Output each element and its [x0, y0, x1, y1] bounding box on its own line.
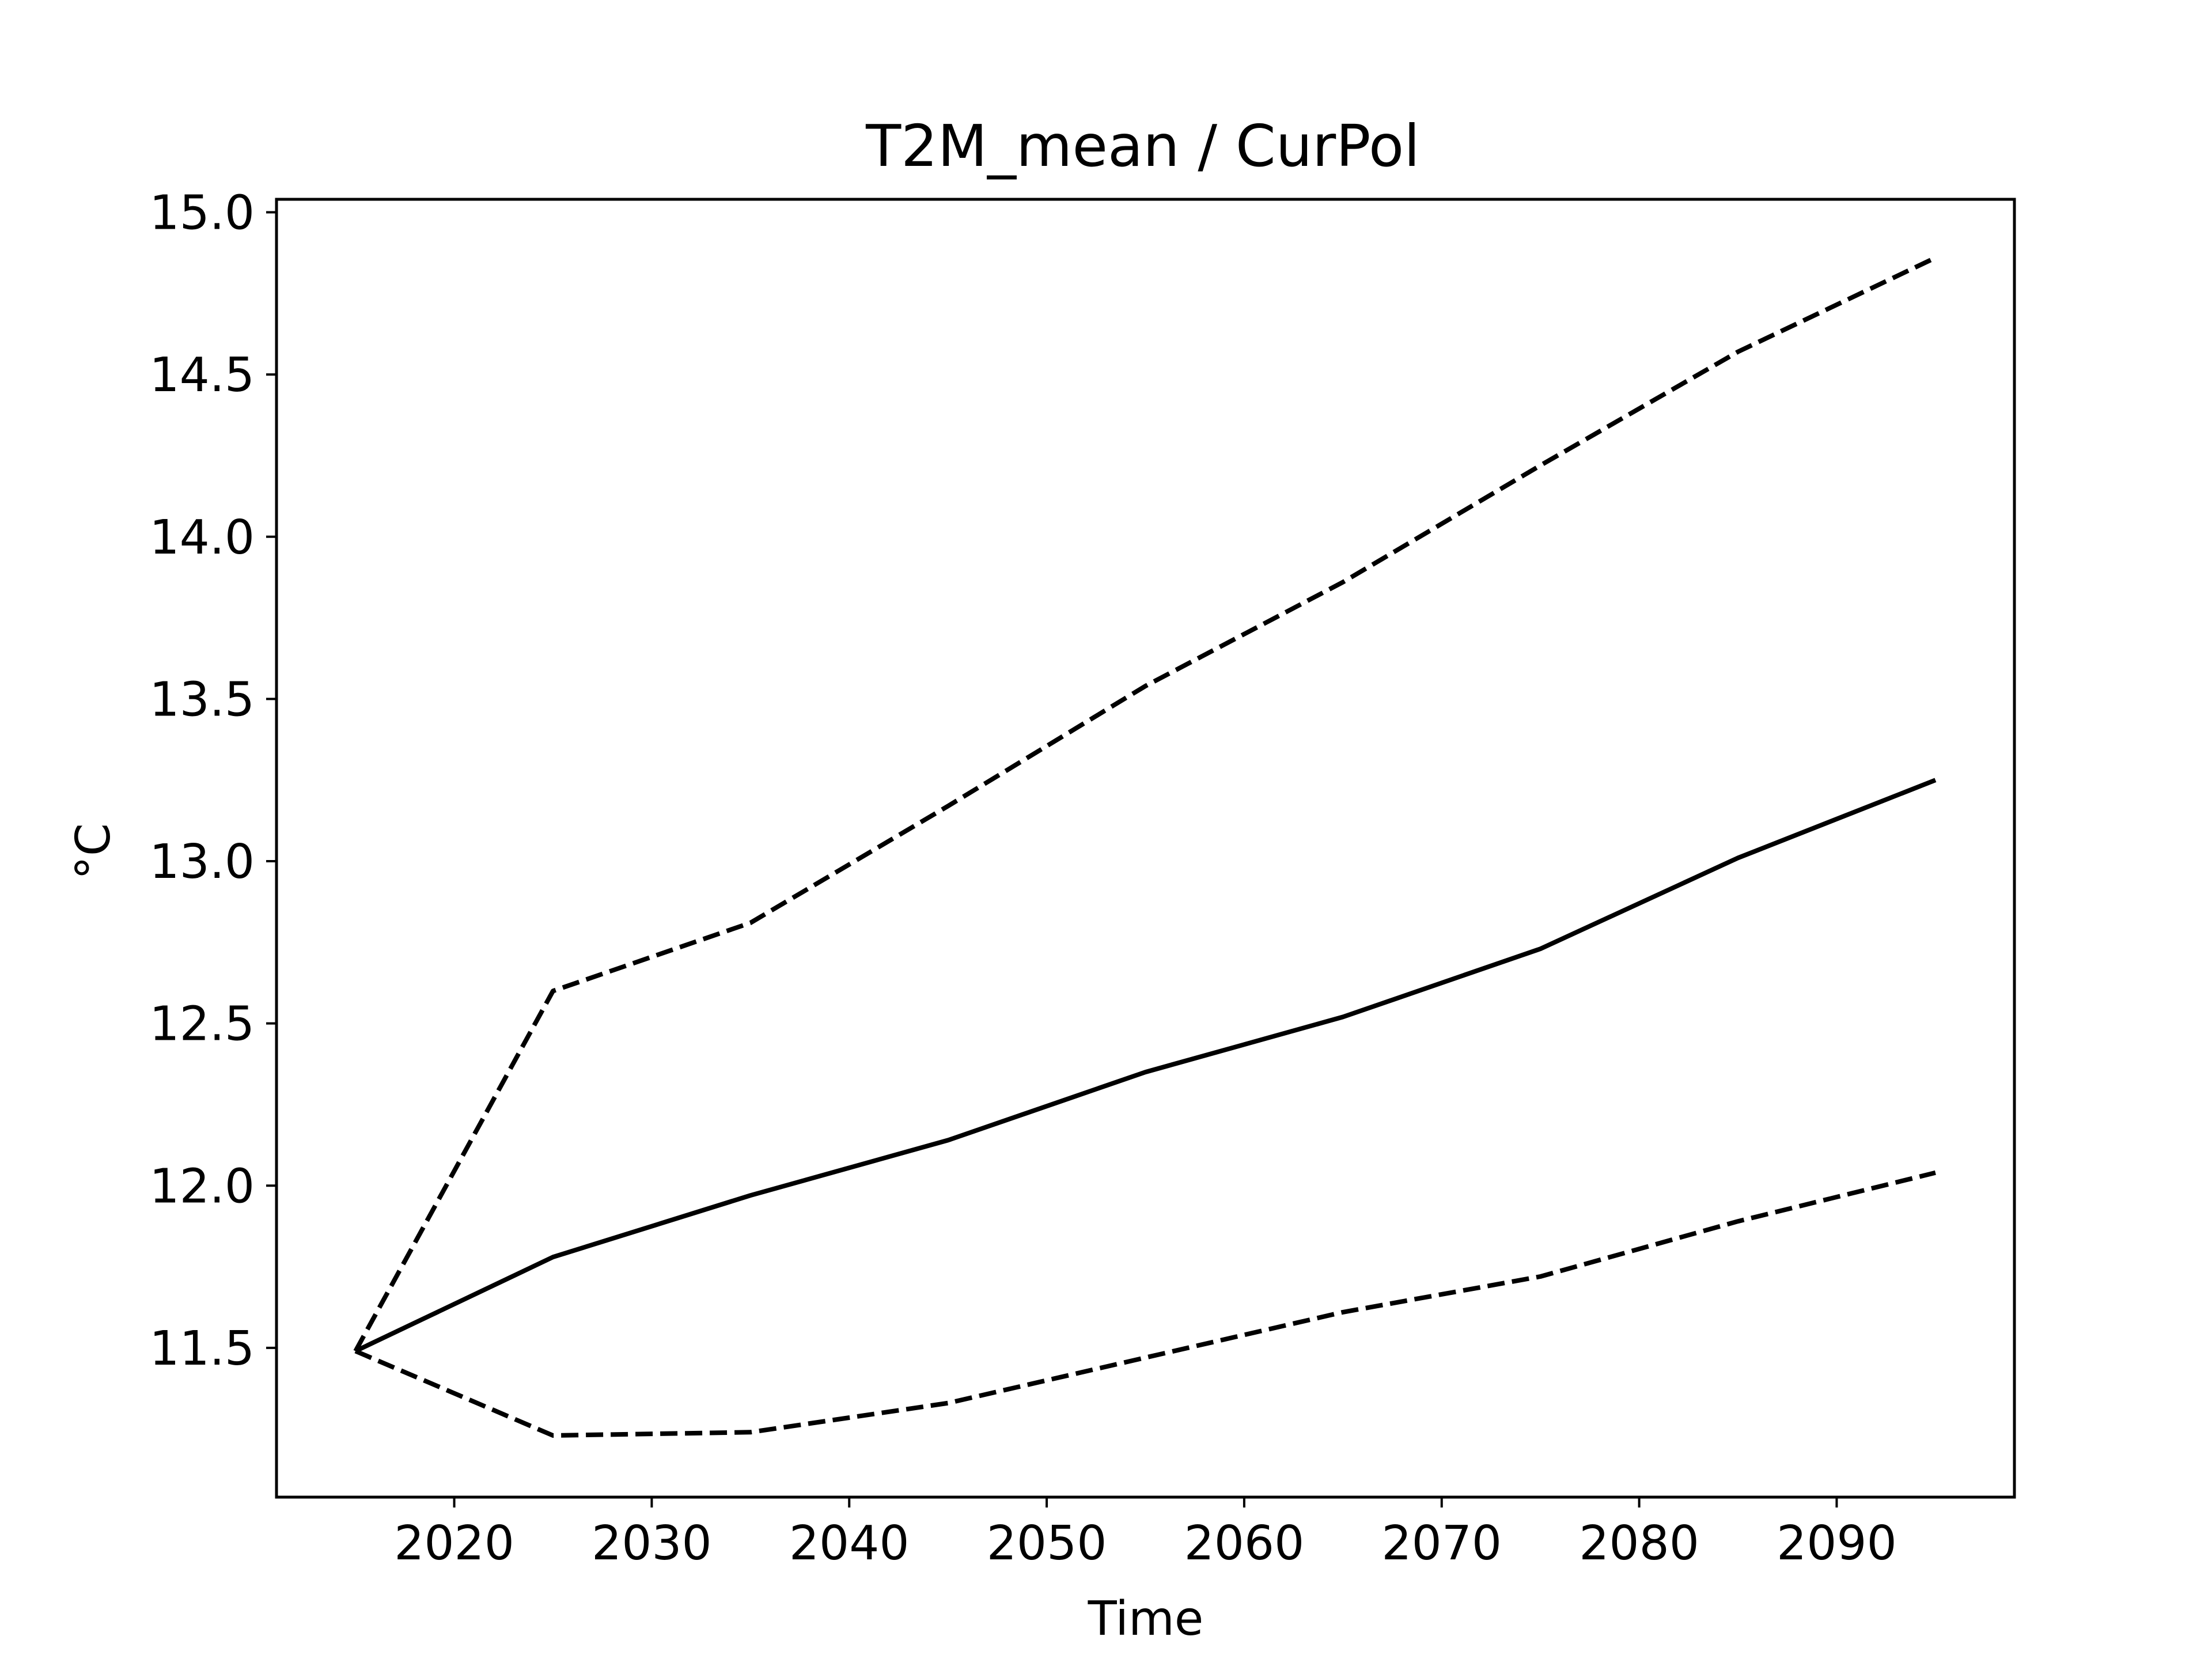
series-layer	[353, 255, 1937, 1438]
y-tick-label: 14.0	[149, 510, 255, 565]
x-tick-label: 2080	[1579, 1516, 1699, 1571]
y-tick-label: 12.5	[149, 997, 255, 1052]
upper-bound-line	[353, 255, 1937, 1353]
y-tick-label: 13.0	[149, 835, 255, 889]
x-tick-label: 2040	[789, 1516, 910, 1571]
chart-title: T2M_mean / CurPol	[865, 112, 1420, 180]
y-axis: 11.5 12.0 12.5 13.0 13.5 14.0 14.5 15.0	[149, 186, 276, 1376]
x-tick-label: 2070	[1381, 1516, 1502, 1571]
x-tick-label: 2030	[592, 1516, 712, 1571]
y-tick-label: 12.0	[149, 1159, 255, 1214]
mean-line	[354, 778, 1937, 1354]
x-tick-label: 2060	[1184, 1516, 1305, 1571]
x-tick-label: 2020	[394, 1516, 514, 1571]
x-axis: 2020 2030 2040 2050 2060 2070 2080 2090	[394, 1497, 1897, 1571]
y-tick-label: 11.5	[149, 1321, 255, 1376]
y-tick-label: 15.0	[149, 186, 255, 241]
x-tick-label: 2050	[987, 1516, 1107, 1571]
y-tick-label: 14.5	[149, 348, 255, 403]
lower-bound-line	[354, 1170, 1936, 1438]
y-tick-label: 13.5	[149, 672, 255, 727]
y-axis-label: °C	[66, 823, 121, 880]
plot-area-frame	[275, 198, 2016, 1499]
x-tick-label: 2090	[1777, 1516, 1897, 1571]
x-axis-label: Time	[1088, 1592, 1204, 1646]
